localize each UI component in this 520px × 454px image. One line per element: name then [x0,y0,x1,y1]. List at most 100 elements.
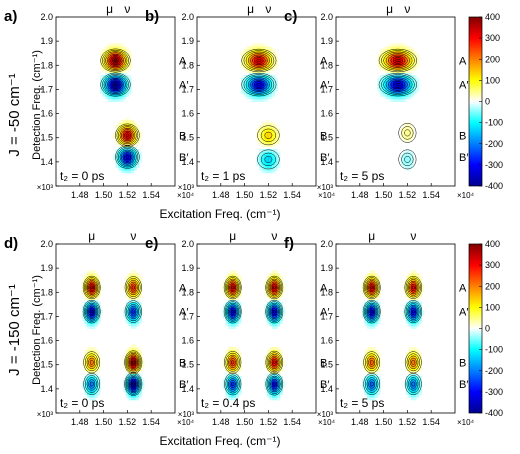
heatmap-cell [272,294,276,298]
heatmap-cell [405,391,409,396]
heatmap-cell [403,135,407,139]
contour-line [267,278,281,297]
heatmap-cell [411,307,415,311]
heatmap-cell [105,69,109,73]
heatmap-cell [261,72,265,76]
heatmap-cell [413,291,417,295]
heatmap-cell [379,51,384,55]
heatmap-cell [118,48,122,52]
heatmap-cell [418,352,422,356]
heatmap-cell [94,294,98,298]
heatmap-cell [87,312,91,316]
heatmap-cell [246,80,250,84]
heatmap-cell [92,275,96,279]
contour-line [390,80,406,90]
heatmap-cell [128,352,132,356]
heatmap-cell [128,389,132,393]
heatmap-cell [418,310,422,314]
contour-line [87,305,97,318]
heatmap-cell [230,360,234,364]
heatmap-cell [264,90,268,95]
heatmap-cell [272,302,276,306]
heatmap-cell [251,56,255,60]
heatmap-cell [92,273,96,277]
heatmap-cell [89,349,93,353]
x-multiplier: ×10⁴ [318,418,336,427]
contour-line [385,53,410,68]
heatmap-cell [372,368,376,372]
heatmap-cell [367,307,371,311]
heatmap-cell [367,378,371,382]
heatmap-cell [243,90,247,95]
heatmap-cell [395,56,399,60]
heatmap-cell [277,133,281,137]
heatmap-cell [385,67,389,71]
heatmap-cell [269,294,273,298]
heatmap-cell [369,278,373,282]
contour-line [404,373,422,395]
heatmap-cell [400,156,404,161]
heatmap-cell [277,312,281,316]
contour-line [406,375,420,393]
heatmap-cell [128,370,132,374]
heatmap-cell [403,162,407,166]
heatmap-cell [133,378,137,382]
heatmap-cell [84,381,88,385]
heatmap-cell [272,75,276,79]
heatmap-cell [411,357,415,361]
heatmap-cell [253,80,257,84]
panel-c: 1.48 1.50 1.52 1.54 ×10⁴1.41.51.61.71.81.92.… [284,2,475,200]
heatmap-cell [266,373,270,377]
heatmap-cell [374,349,378,353]
heatmap-cell [272,88,276,92]
heatmap-cell [282,362,286,366]
heatmap-cell [369,381,373,385]
heatmap-cell [266,357,270,361]
x-tick-label: 1.50 [236,190,254,200]
heatmap-cell [115,96,119,100]
heatmap-cell [274,370,278,374]
heatmap-cell [274,360,278,364]
heatmap-cell [266,320,270,324]
heatmap-cell [235,365,239,369]
heatmap-cell [235,357,239,361]
y-tick-label: 1.4 [320,384,333,394]
heatmap-cell [398,93,402,97]
heatmap-cell [277,323,281,327]
heatmap-cell [138,352,142,356]
contour-line [383,51,413,70]
heatmap-cell [251,59,255,63]
heatmap-cell [123,315,127,319]
heatmap-cell [272,61,276,66]
heatmap-cell [274,346,278,351]
heatmap-cell [405,280,409,285]
heatmap-cell [141,383,145,388]
heatmap-cell [115,90,119,95]
heatmap-cell [230,299,234,303]
heatmap-cell [238,376,242,380]
heatmap-cell [403,315,407,319]
contour-line [118,148,137,166]
heatmap-cell [246,93,250,97]
y-tick-label: 1.8 [40,287,53,297]
heatmap-cell [120,90,124,95]
heatmap-cell [87,373,91,377]
heatmap-cell [364,352,368,356]
heatmap-cell [99,80,104,84]
heatmap-cell [387,83,391,87]
contour-line [115,145,140,169]
heatmap-cell [138,391,142,396]
heatmap-cell [133,344,137,348]
contour-line [271,358,277,366]
heatmap-cell [246,83,250,87]
heatmap-cell [112,154,116,158]
heatmap-cell [233,360,237,364]
colorbar-tick-label: -200 [485,366,503,376]
heatmap-cell [277,365,281,369]
heatmap-cell [81,304,85,308]
heatmap-cell [264,46,268,50]
contour-line [89,359,94,365]
heatmap-cell [361,286,365,290]
heatmap-cell [272,51,276,55]
heatmap-cell [136,159,140,163]
